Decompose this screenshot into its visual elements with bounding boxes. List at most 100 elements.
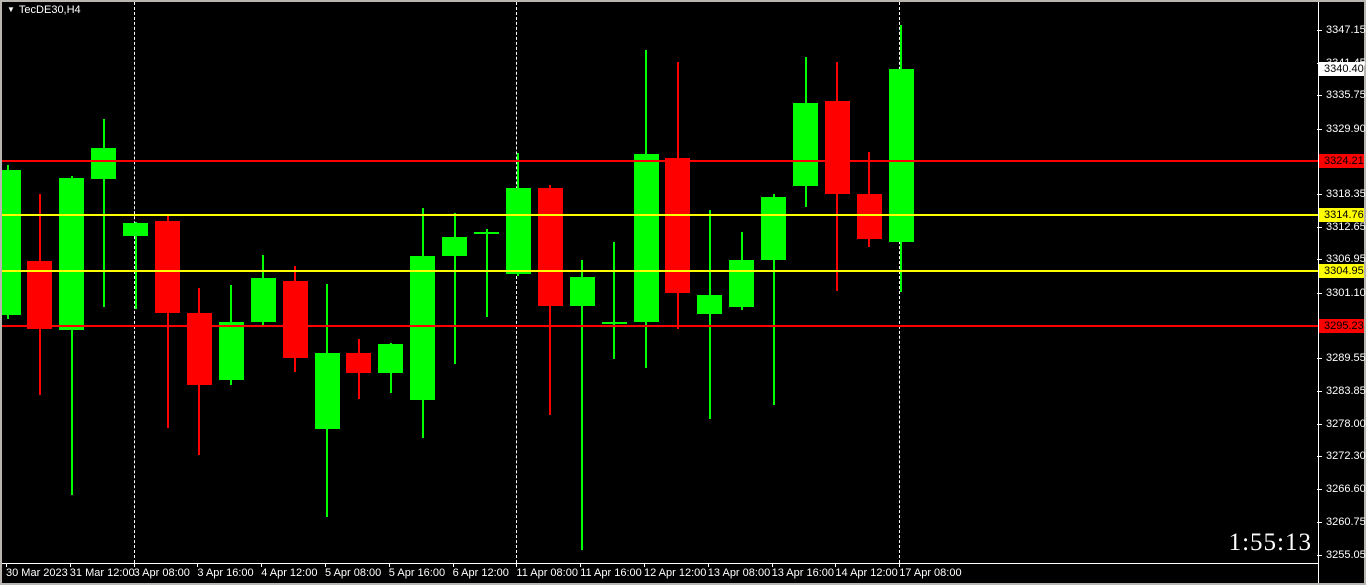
time-tick	[644, 564, 645, 567]
time-tick	[707, 564, 709, 567]
candle-body	[218, 322, 244, 381]
time-label: 5 Apr 16:00	[388, 567, 446, 579]
chevron-down-icon: ▼	[7, 5, 15, 14]
candle-wick	[134, 221, 137, 310]
candle-body	[155, 220, 180, 314]
candle-body	[123, 223, 149, 237]
time-tick	[516, 564, 518, 567]
time-label: 17 Apr 08:00	[899, 567, 962, 579]
time-label: 13 Apr 16:00	[771, 567, 834, 579]
price-tick	[1317, 424, 1322, 426]
period-separator-line	[899, 2, 901, 563]
level-line	[2, 324, 1318, 327]
time-label: 6 Apr 12:00	[452, 567, 509, 579]
price-tick	[1317, 358, 1322, 360]
time-axis-separator-line	[2, 563, 1318, 564]
price-tick	[1317, 30, 1322, 32]
candle-body	[186, 313, 212, 385]
candle-body	[474, 232, 499, 234]
time-label: 12 Apr 12:00	[644, 567, 707, 579]
time-tick	[261, 564, 263, 567]
candle-wick	[613, 241, 616, 360]
candle-body	[410, 256, 436, 401]
time-tick	[133, 564, 135, 567]
candle-body	[282, 281, 308, 358]
price-tick	[1317, 456, 1322, 458]
time-label: 11 Apr 16:00	[580, 567, 642, 579]
price-tick-label: 3260.75	[1326, 516, 1366, 529]
time-label: 4 Apr 12:00	[261, 567, 318, 579]
price-badge: 3340.40	[1319, 61, 1364, 76]
candle-body	[856, 194, 882, 240]
price-tick-label: 3347.15	[1326, 24, 1366, 37]
price-tick	[1317, 390, 1322, 392]
price-tick	[1317, 259, 1322, 261]
price-tick	[1317, 522, 1322, 524]
candle-body	[59, 178, 85, 331]
price-tick-label: 3335.75	[1326, 89, 1366, 102]
time-label: 3 Apr 16:00	[197, 567, 254, 579]
candle-body	[378, 343, 404, 373]
time-tick	[835, 564, 837, 567]
candle-body	[633, 154, 659, 323]
price-badge: 3314.76	[1319, 207, 1364, 222]
price-tick-label: 3272.30	[1326, 450, 1366, 463]
period-separator-line	[133, 2, 135, 563]
candle-body	[91, 147, 117, 179]
price-tick	[1317, 488, 1322, 490]
time-label: 13 Apr 08:00	[707, 567, 771, 579]
price-tick-label: 3266.60	[1326, 482, 1366, 495]
time-label: 5 Apr 08:00	[325, 567, 382, 579]
time-tick	[899, 564, 901, 567]
candle-body	[346, 352, 372, 373]
symbol-title: ▼ TecDE30,H4	[7, 4, 81, 16]
candle-wick	[453, 212, 456, 365]
price-tick-label: 3278.00	[1326, 418, 1366, 431]
candle-countdown-timer: 1:55:13	[1228, 529, 1312, 556]
candle-body	[2, 170, 21, 315]
price-tick-label: 3318.35	[1326, 188, 1366, 201]
candle-body	[601, 322, 627, 324]
time-label: 31 Mar 12:00	[69, 567, 135, 579]
candle-body	[729, 260, 755, 307]
price-tick-label: 3312.65	[1326, 220, 1366, 233]
price-badge: 3324.21	[1319, 154, 1364, 168]
time-tick	[452, 564, 454, 567]
time-label: 3 Apr 08:00	[133, 567, 190, 579]
candle-body	[569, 277, 595, 307]
time-label: 30 Mar 2023	[6, 567, 68, 579]
time-tick	[6, 564, 7, 567]
candle-wick	[485, 228, 488, 317]
price-axis-separator-line	[1318, 2, 1319, 583]
price-tick-label: 3301.10	[1326, 286, 1366, 299]
candle-body	[697, 294, 723, 315]
price-tick	[1317, 128, 1322, 130]
level-line	[2, 213, 1318, 216]
chart-plot-area[interactable]	[2, 2, 1318, 563]
candle-wick	[102, 118, 105, 307]
candle-body	[314, 352, 340, 430]
time-label: 14 Apr 12:00	[835, 567, 898, 579]
candle-body	[761, 196, 787, 261]
candle-wick	[70, 176, 73, 496]
level-line	[2, 269, 1318, 272]
candle-wick	[581, 260, 584, 550]
price-tick	[1317, 554, 1322, 556]
time-tick	[771, 564, 773, 567]
time-tick	[580, 564, 582, 567]
price-tick	[1317, 194, 1322, 196]
time-tick	[325, 564, 326, 567]
candle-body	[824, 100, 850, 195]
candle-body	[27, 261, 53, 329]
symbol-title-label: TecDE30,H4	[18, 4, 81, 16]
price-tick	[1317, 226, 1322, 228]
level-line	[2, 160, 1318, 162]
period-separator-line	[516, 2, 518, 563]
candle-body	[537, 187, 563, 307]
candle-wick	[166, 215, 169, 428]
time-tick	[69, 564, 71, 567]
price-tick-label: 3306.95	[1326, 253, 1366, 266]
price-tick-label: 3329.90	[1326, 122, 1366, 135]
candle-wick	[772, 194, 775, 406]
time-label: 11 Apr 08:00	[516, 567, 578, 579]
